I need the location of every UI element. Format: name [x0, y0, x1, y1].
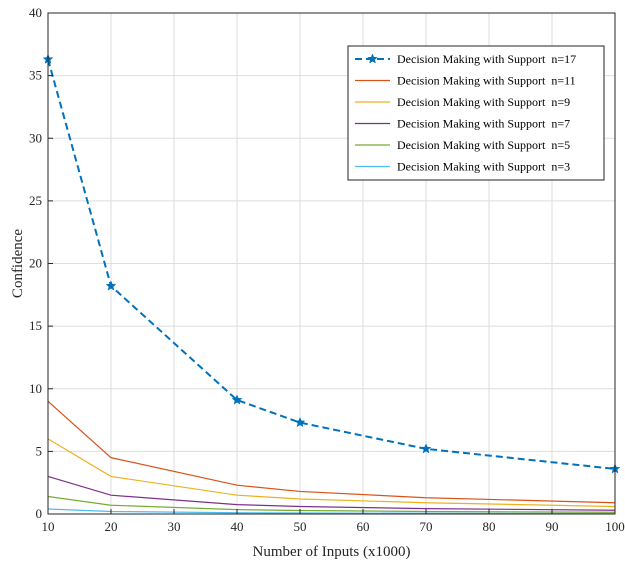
series-line — [47, 495, 616, 513]
legend-box — [347, 45, 605, 181]
y-tick-label: 5 — [36, 443, 43, 458]
y-axis-label: Confidence — [10, 229, 26, 298]
x-tick-label: 30 — [168, 519, 181, 534]
legend-entry[interactable]: Decision Making with Support n=11 — [355, 74, 576, 88]
series-line — [47, 475, 616, 511]
data-point — [420, 443, 432, 454]
y-tick-label: 0 — [36, 506, 43, 521]
y-tick-label: 20 — [29, 256, 42, 271]
x-tick-label: 50 — [294, 519, 307, 534]
legend-entry[interactable]: Decision Making with Support n=3 — [355, 160, 570, 174]
legend-entry[interactable]: Decision Making with Support n=5 — [355, 138, 570, 152]
x-tick-label: 40 — [231, 519, 244, 534]
y-tick-label: 15 — [29, 318, 42, 333]
x-tick-label: 90 — [546, 519, 559, 534]
x-tick-label: 10 — [42, 519, 55, 534]
x-tick-label: 60 — [357, 519, 370, 534]
legend-marker — [367, 53, 378, 64]
y-tick-label: 25 — [29, 193, 42, 208]
y-tick-label: 10 — [29, 381, 42, 396]
y-tick-label: 30 — [29, 130, 42, 145]
x-tick-label: 100 — [605, 519, 625, 534]
legend[interactable]: Decision Making with Support n=17 Decisio… — [347, 45, 605, 181]
legend-label: Decision Making with Support n=17 — [397, 52, 576, 66]
y-tick-label: 40 — [29, 5, 42, 20]
series-line — [47, 400, 616, 504]
x-tick-label: 20 — [105, 519, 118, 534]
legend-label: Decision Making with Support n=11 — [397, 74, 576, 88]
data-point — [105, 280, 117, 291]
legend-label: Decision Making with Support n=5 — [397, 138, 570, 152]
data-point — [231, 394, 243, 405]
x-tick-label: 70 — [420, 519, 433, 534]
legend-label: Decision Making with Support n=7 — [397, 117, 570, 131]
legend-entry[interactable]: Decision Making with Support n=7 — [355, 117, 570, 131]
y-tick-label: 35 — [29, 68, 42, 83]
series-line — [47, 508, 616, 515]
x-axis-label: Number of Inputs (x1000) — [253, 544, 411, 560]
series-line — [47, 59, 616, 470]
data-point — [294, 416, 306, 428]
x-tick-label: 80 — [483, 519, 496, 534]
legend-entry[interactable]: Decision Making with Support n=17 — [355, 52, 576, 66]
series-line — [47, 438, 616, 508]
legend-label: Decision Making with Support n=3 — [397, 160, 570, 174]
ticks: 10 20 30 40 50 60 70 80 90 100 0 5 10 15 20 25 30 35 40 — [29, 5, 625, 534]
legend-label: Decision Making with Support n=9 — [397, 95, 570, 109]
legend-entry[interactable]: Decision Making with Support n=9 — [355, 95, 570, 109]
